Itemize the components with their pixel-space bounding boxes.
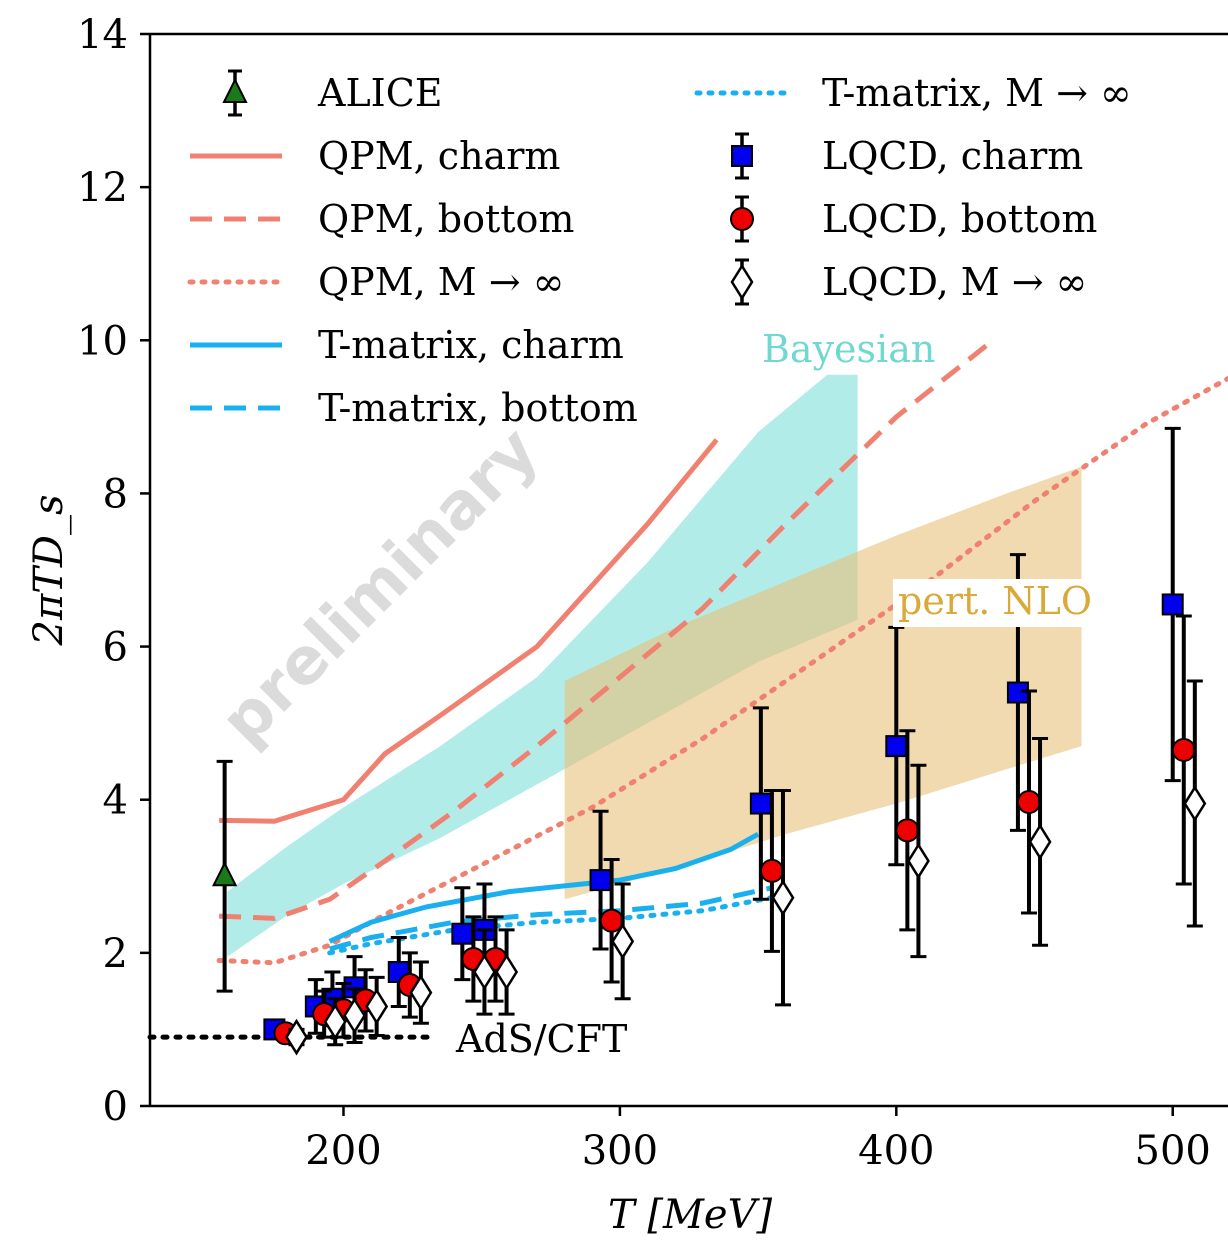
legend-item-qpm-m: QPM, M → ∞	[187, 260, 564, 304]
marker-lqcd-m	[472, 953, 496, 991]
x-tick-label: 500	[1135, 1128, 1211, 1174]
marker-lqcd-m	[611, 923, 635, 960]
marker-lqcd-charm	[589, 869, 612, 892]
legend-label: LQCD, bottom	[822, 197, 1097, 241]
legend: ALICE QPM, charm QPM, bottom QPM, M → ∞ T-ma…	[187, 69, 1132, 430]
marker-lqcd-m	[365, 988, 389, 1025]
marker-alice	[212, 861, 238, 887]
legend-item-alice: ALICE	[222, 69, 443, 117]
bands	[227, 374, 1082, 957]
y-tick-label: 4	[103, 778, 128, 824]
legend-label: LQCD, M → ∞	[822, 260, 1087, 304]
marker-lqcd-bottom	[1171, 737, 1196, 762]
legend-item-t-matrix-bottom: T-matrix, bottom	[190, 386, 638, 430]
marker-lqcd-charm	[1161, 593, 1184, 616]
legend-item-lqcd-charm: LQCD, charm	[731, 132, 1083, 180]
legend-marker	[730, 207, 754, 231]
legend-item-qpm-charm: QPM, charm	[190, 134, 560, 178]
legend-marker	[730, 263, 754, 301]
legend-item-t-matrix-charm: T-matrix, charm	[190, 323, 624, 367]
line-t-matrix-charm	[328, 832, 760, 944]
legend-label: LQCD, charm	[822, 134, 1083, 178]
band-pert-nlo	[564, 466, 1082, 900]
points-alice	[212, 759, 238, 993]
legend-label: T-matrix, M → ∞	[822, 71, 1132, 115]
legend-label: T-matrix, bottom	[318, 386, 638, 430]
line-qpm-m	[216, 375, 1228, 966]
legend-item-lqcd-bottom: LQCD, bottom	[730, 195, 1097, 243]
marker-lqcd-m	[323, 1003, 347, 1041]
axes: 0 2 4 6 8 10 12 14 200 300 400 500	[77, 12, 1228, 1174]
x-tick-label: 300	[582, 1128, 658, 1174]
marker-lqcd-bottom	[1016, 790, 1041, 815]
marker-lqcd-m	[343, 997, 367, 1035]
y-tick-label: 8	[103, 471, 128, 517]
marker-lqcd-charm	[749, 792, 772, 815]
line-t-matrix-m	[327, 895, 775, 956]
y-tick-label: 2	[103, 931, 128, 977]
marker-lqcd-charm	[1006, 681, 1029, 704]
marker-lqcd-m	[1183, 785, 1207, 822]
y-tick-label: 0	[103, 1084, 128, 1130]
marker-lqcd-bottom	[895, 818, 920, 843]
legend-item-t-matrix-m: T-matrix, M → ∞	[694, 71, 1132, 115]
legend-label: QPM, bottom	[318, 197, 574, 241]
annotation-bayesian: Bayesian	[762, 327, 935, 371]
legend-label: ALICE	[317, 71, 443, 115]
marker-lqcd-charm	[451, 922, 474, 945]
y-tick-label: 10	[77, 318, 128, 364]
legend-item-lqcd-m: LQCD, M → ∞	[730, 258, 1087, 306]
x-tick-label: 400	[858, 1128, 934, 1174]
marker-lqcd-m	[906, 842, 930, 880]
legend-marker	[222, 77, 248, 103]
marker-lqcd-bottom	[759, 858, 784, 883]
series-lines	[147, 338, 1228, 1040]
y-axis-title: 2πTD_s	[26, 494, 72, 646]
x-tick-label: 200	[305, 1128, 381, 1174]
marker-lqcd-m	[409, 974, 433, 1012]
line-t-matrix-bottom	[329, 885, 773, 952]
annotation-ads-cft: AdS/CFT	[455, 1017, 627, 1061]
points-lqcd-m	[285, 679, 1207, 1056]
marker-lqcd-m	[771, 879, 795, 917]
legend-label: QPM, charm	[318, 134, 560, 178]
y-tick-label: 14	[77, 12, 128, 58]
legend-label: T-matrix, charm	[318, 323, 624, 367]
x-axis-title: T [MeV]	[608, 1192, 773, 1238]
marker-lqcd-charm	[885, 735, 908, 758]
annotation-nlo-background	[893, 579, 1118, 627]
data-points	[212, 426, 1207, 1056]
legend-marker	[731, 145, 753, 167]
band-bayesian	[227, 374, 858, 957]
y-tick-label: 12	[77, 165, 128, 211]
legend-item-qpm-bottom: QPM, bottom	[190, 197, 574, 241]
marker-lqcd-m	[285, 1018, 308, 1056]
line-qpm-charm	[219, 438, 719, 824]
marker-lqcd-m	[1028, 823, 1052, 861]
line-qpm-bottom	[218, 338, 995, 921]
annotation-pert-nlo: pert. NLO	[898, 579, 1092, 623]
y-tick-label: 6	[103, 625, 128, 671]
marker-lqcd-m	[495, 953, 519, 991]
legend-label: QPM, M → ∞	[318, 260, 564, 304]
